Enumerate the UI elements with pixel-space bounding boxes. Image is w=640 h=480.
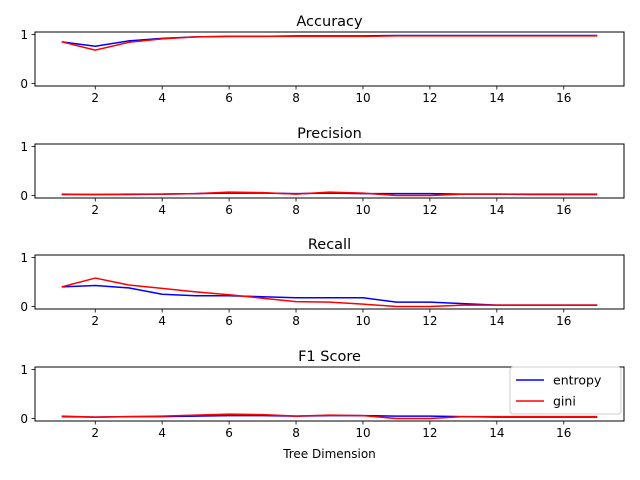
y-tick-label: 0 bbox=[20, 189, 28, 203]
x-tick-label: 14 bbox=[489, 203, 504, 217]
x-tick-label: 12 bbox=[422, 91, 437, 105]
x-tick-label: 10 bbox=[355, 426, 370, 440]
x-tick-label: 14 bbox=[489, 426, 504, 440]
x-tick-label: 12 bbox=[422, 203, 437, 217]
x-tick-label: 2 bbox=[91, 314, 99, 328]
x-tick-label: 6 bbox=[225, 91, 233, 105]
y-tick-label: 0 bbox=[20, 77, 28, 91]
x-tick-label: 4 bbox=[158, 314, 166, 328]
subplot-title: Recall bbox=[308, 237, 351, 253]
x-tick-label: 4 bbox=[158, 91, 166, 105]
y-tick-label: 1 bbox=[20, 28, 28, 42]
x-tick-label: 6 bbox=[225, 314, 233, 328]
subplot-2: Recall 2 4 6 8 10 12 14 16 0 1 bbox=[20, 237, 625, 328]
x-tick-label: 16 bbox=[556, 203, 571, 217]
x-tick-label: 2 bbox=[91, 203, 99, 217]
x-tick-label: 8 bbox=[292, 314, 300, 328]
x-tick-label: 16 bbox=[556, 91, 571, 105]
axes-frame bbox=[34, 31, 625, 87]
x-tick-label: 10 bbox=[355, 203, 370, 217]
axes-frame bbox=[34, 366, 625, 422]
y-tick-label: 1 bbox=[20, 140, 28, 154]
x-tick-label: 2 bbox=[91, 426, 99, 440]
x-tick-label: 6 bbox=[225, 203, 233, 217]
x-tick-label: 12 bbox=[422, 314, 437, 328]
subplot-title: Accuracy bbox=[296, 14, 363, 30]
axes-frame bbox=[34, 143, 625, 199]
series-line-gini bbox=[61, 35, 598, 51]
x-tick-label: 8 bbox=[292, 426, 300, 440]
x-tick-label: 8 bbox=[292, 203, 300, 217]
legend-box bbox=[509, 366, 622, 415]
y-tick-label: 1 bbox=[20, 251, 28, 265]
subplot-1: Precision 2 4 6 8 10 12 14 16 0 1 bbox=[20, 126, 625, 217]
x-tick-label: 14 bbox=[489, 314, 504, 328]
y-tick-label: 0 bbox=[20, 412, 28, 426]
x-tick-label: 10 bbox=[355, 91, 370, 105]
series-line-gini bbox=[61, 277, 598, 308]
subplot-3: F1 Score 2 4 6 8 10 12 14 16 0 1 Tree Dimension entr… bbox=[20, 349, 625, 461]
legend-label-gini: gini bbox=[553, 394, 576, 409]
series-line-gini bbox=[61, 413, 598, 420]
subplot-title: F1 Score bbox=[298, 349, 361, 365]
y-tick-label: 1 bbox=[20, 363, 28, 377]
x-tick-label: 8 bbox=[292, 91, 300, 105]
y-tick-label: 0 bbox=[20, 300, 28, 314]
x-tick-label: 4 bbox=[158, 203, 166, 217]
legend: entropy gini bbox=[509, 366, 622, 415]
series-line-gini bbox=[61, 191, 598, 197]
subplot-0: Accuracy 2 4 6 8 10 12 14 16 0 1 bbox=[20, 14, 625, 105]
x-tick-label: 6 bbox=[225, 426, 233, 440]
x-tick-label: 2 bbox=[91, 91, 99, 105]
subplot-title: Precision bbox=[297, 126, 362, 142]
x-tick-label: 14 bbox=[489, 91, 504, 105]
axes-frame bbox=[34, 254, 625, 310]
x-axis-label: Tree Dimension bbox=[282, 447, 376, 461]
x-tick-label: 16 bbox=[556, 426, 571, 440]
x-tick-label: 12 bbox=[422, 426, 437, 440]
x-tick-label: 10 bbox=[355, 314, 370, 328]
legend-label-entropy: entropy bbox=[553, 373, 602, 388]
x-tick-label: 16 bbox=[556, 314, 571, 328]
x-tick-label: 4 bbox=[158, 426, 166, 440]
